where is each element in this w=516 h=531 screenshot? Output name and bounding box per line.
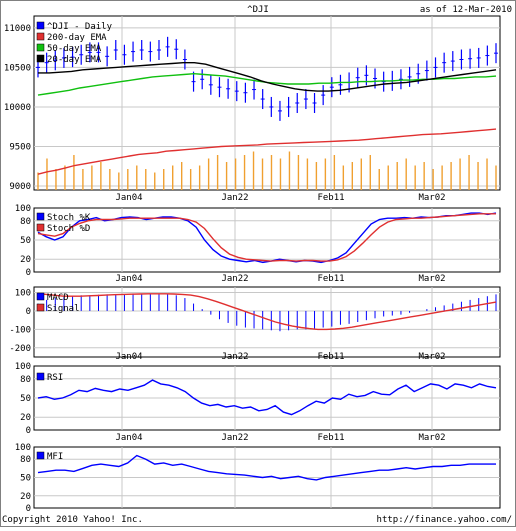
legend-label: RSI <box>47 373 63 383</box>
legend-swatch <box>36 372 45 381</box>
legend-swatch <box>36 212 45 221</box>
signal-line <box>37 292 497 331</box>
macd-y-tick: 0 <box>26 307 31 317</box>
legend-label: 20-day EMA <box>47 55 102 65</box>
ema200-line <box>37 128 497 175</box>
source-url[interactable]: http://finance.yahoo.com/ <box>377 515 512 525</box>
legend-swatch <box>36 223 45 232</box>
legend-label: MFI <box>47 452 63 462</box>
stoch-y-tick: 0 <box>26 268 31 278</box>
legend-swatch <box>36 54 45 63</box>
x-tick-label: Feb11 <box>317 352 344 362</box>
x-tick-label: Mar02 <box>418 433 445 443</box>
ema20-line <box>38 62 497 92</box>
rsi-y-tick: 80 <box>20 375 31 385</box>
copyright-text: Copyright 2010 Yahoo! Inc. <box>2 515 143 525</box>
legend-swatch <box>36 43 45 52</box>
x-tick-label: Jan04 <box>115 352 142 362</box>
rsi-line <box>37 379 497 416</box>
price-y-tick: 11000 <box>4 24 31 34</box>
x-tick-label: Jan04 <box>115 433 142 443</box>
stoch-y-tick: 80 <box>20 217 31 227</box>
x-tick-label: Jan22 <box>221 193 248 203</box>
macd-y-tick: -200 <box>9 344 31 354</box>
stoch-y-tick: 100 <box>15 204 31 214</box>
legend-swatch <box>36 32 45 41</box>
macd-y-tick: 100 <box>15 289 31 299</box>
rsi-y-tick: 100 <box>15 362 31 372</box>
x-tick-label: Mar02 <box>418 352 445 362</box>
x-tick-label: Mar02 <box>418 193 445 203</box>
legend-label: MACD <box>47 293 69 303</box>
rsi-y-tick: 0 <box>26 426 31 436</box>
x-tick-label: Jan22 <box>221 274 248 284</box>
mfi-y-tick: 50 <box>20 474 31 484</box>
mfi-y-tick: 0 <box>26 504 31 514</box>
legend-swatch <box>36 303 45 312</box>
x-tick-label: Jan22 <box>221 433 248 443</box>
x-tick-label: Jan04 <box>115 274 142 284</box>
price-panel-frame <box>33 15 501 191</box>
rsi-y-tick: 20 <box>20 413 31 423</box>
stoch-y-tick: 50 <box>20 236 31 246</box>
price-y-tick: 9500 <box>9 143 31 153</box>
x-tick-label: Feb11 <box>317 193 344 203</box>
legend-label: 200-day EMA <box>47 33 107 43</box>
stoch-y-tick: 20 <box>20 255 31 265</box>
price-y-tick: 10000 <box>4 103 31 113</box>
stoch-d-line <box>37 213 496 262</box>
as-of-date: as of 12-Mar-2010 <box>420 5 512 15</box>
mfi-y-tick: 100 <box>15 443 31 453</box>
chart-symbol: ^DJI <box>247 5 269 15</box>
legend-label: Stoch %D <box>47 224 90 234</box>
legend-swatch <box>36 292 45 301</box>
legend-label: ^DJI - Daily <box>47 22 113 32</box>
macd-panel-frame <box>33 286 501 358</box>
x-tick-label: Jan04 <box>115 193 142 203</box>
x-tick-label: Mar02 <box>418 274 445 284</box>
legend-label: Signal <box>47 304 80 314</box>
x-tick-label: Feb11 <box>317 433 344 443</box>
legend-label: 50-day EMA <box>47 44 102 54</box>
macd-y-tick: -100 <box>9 325 31 335</box>
mfi-y-tick: 80 <box>20 455 31 465</box>
x-tick-label: Feb11 <box>317 274 344 284</box>
rsi-y-tick: 50 <box>20 394 31 404</box>
legend-swatch <box>36 21 45 30</box>
x-tick-label: Jan22 <box>221 352 248 362</box>
legend-label: Stoch %K <box>47 213 91 223</box>
price-y-tick: 10500 <box>4 63 31 73</box>
legend-swatch <box>36 451 45 460</box>
mfi-y-tick: 20 <box>20 492 31 502</box>
mfi-line <box>37 454 496 481</box>
price-y-tick: 9000 <box>9 182 31 192</box>
